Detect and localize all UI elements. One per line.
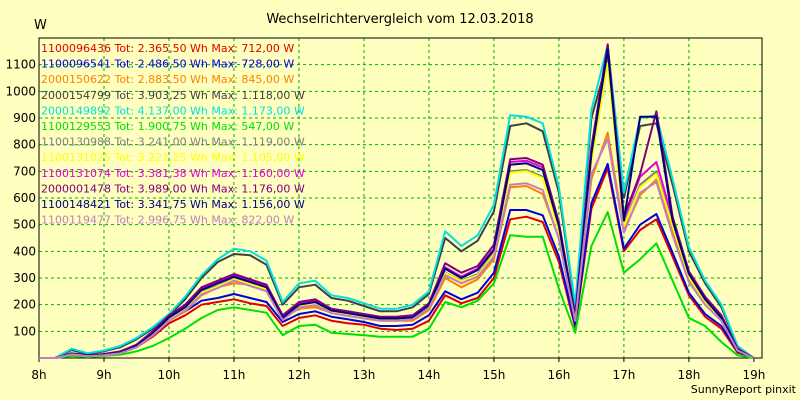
x-tick-label: 13h xyxy=(353,368,376,382)
y-tick-label: 800 xyxy=(13,138,36,152)
legend-entry: 2000150622 Tot: 2.883,50 Wh Max: 845,00 … xyxy=(41,73,294,86)
legend-entry: 1100119477 Tot: 2.996,75 Wh Max: 822,00 … xyxy=(41,214,294,227)
legend-entry: 1100130988 Tot: 3.241,00 Wh Max: 1.119,0… xyxy=(41,136,305,149)
y-tick-label: 1000 xyxy=(5,84,36,98)
series-line-5 xyxy=(39,44,755,359)
y-tick-labels: 100 200 300 400 500 600 700 800 900 1000 1100 xyxy=(5,58,36,339)
x-tick-label: 17h xyxy=(612,368,635,382)
legend: 1100096436 Tot: 2.365,50 Wh Max: 712,00 … xyxy=(41,42,305,227)
series-line-11 xyxy=(39,48,755,359)
x-tick-label: 16h xyxy=(547,368,570,382)
legend-entry: 1100148421 Tot: 3.341,75 Wh Max: 1.156,0… xyxy=(41,198,305,211)
legend-entry: 1100096436 Tot: 2.365,50 Wh Max: 712,00 … xyxy=(41,42,294,55)
legend-entry: 2000149892 Tot: 4.137,00 Wh Max: 1.173,0… xyxy=(41,104,305,117)
chart-title: Wechselrichtervergleich vom 12.03.2018 xyxy=(266,12,533,27)
x-tick-label: 10h xyxy=(158,368,181,382)
credit-text: SunnyReport pinxit xyxy=(691,383,797,396)
series-line-12 xyxy=(39,137,755,359)
x-tick-label: 14h xyxy=(417,368,440,382)
x-tick-labels: 8h 9h 10h 11h 12h 13h 14h 15h 16h 17h 18h 19h xyxy=(31,368,765,382)
y-tick-label: 200 xyxy=(13,298,36,312)
series-lines xyxy=(39,43,755,359)
series-line-1 xyxy=(39,167,755,359)
x-tick-label: 19h xyxy=(742,368,765,382)
series-line-10 xyxy=(39,43,755,359)
legend-entry: 1100131074 Tot: 3.381,38 Wh Max: 1.160,0… xyxy=(41,167,305,180)
y-tick-label: 900 xyxy=(13,111,36,125)
y-tick-label: 300 xyxy=(13,271,36,285)
x-tick-label: 9h xyxy=(96,368,111,382)
y-axis-label: W xyxy=(34,18,47,33)
x-tick-label: 15h xyxy=(482,368,505,382)
legend-entry: 1100129553 Tot: 1.900,75 Wh Max: 547,00 … xyxy=(41,120,294,133)
legend-entry: 1100096541 Tot: 2.486,50 Wh Max: 728,00 … xyxy=(41,58,294,71)
legend-entry: 1100131025 Tot: 3.221,25 Wh Max: 1.105,0… xyxy=(41,151,305,164)
legend-entry: 2000001478 Tot: 3.989,00 Wh Max: 1.176,0… xyxy=(41,182,305,195)
y-tick-label: 700 xyxy=(13,164,36,178)
y-tick-label: 100 xyxy=(13,324,36,338)
x-tick-label: 8h xyxy=(31,368,46,382)
y-tick-label: 600 xyxy=(13,191,36,205)
y-tick-label: 400 xyxy=(13,244,36,258)
x-tick-label: 11h xyxy=(223,368,246,382)
y-tick-label: 500 xyxy=(13,218,36,232)
x-tick-label: 18h xyxy=(677,368,700,382)
y-tick-label: 1100 xyxy=(5,58,36,72)
plot-area xyxy=(38,37,763,359)
x-tick-label: 12h xyxy=(288,368,311,382)
legend-entry: 2000154799 Tot: 3.903,25 Wh Max: 1.118,0… xyxy=(41,89,305,102)
series-line-6 xyxy=(39,211,755,359)
